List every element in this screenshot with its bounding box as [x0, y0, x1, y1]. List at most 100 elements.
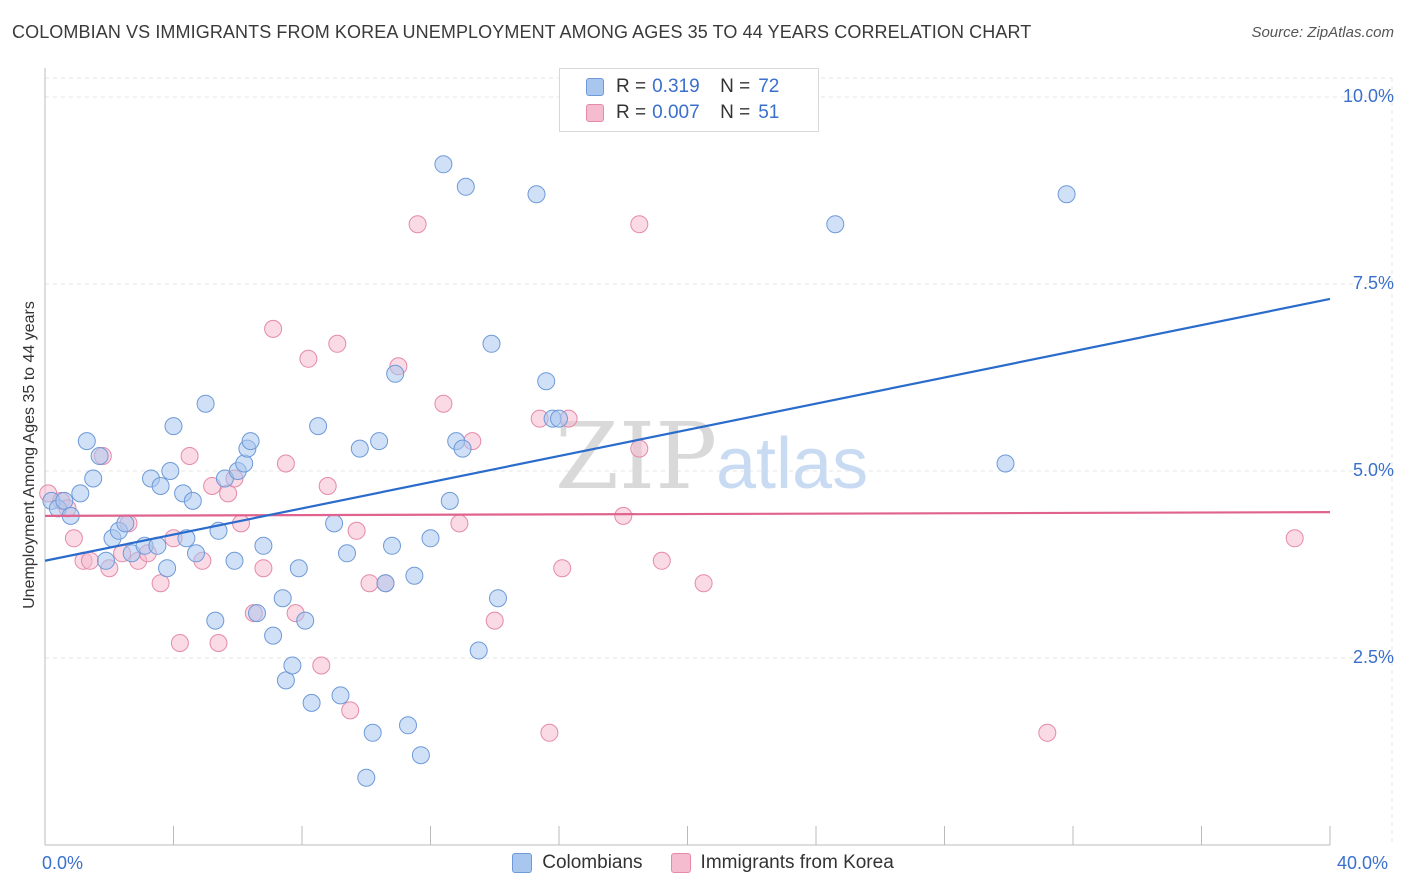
korea-point [540, 723, 559, 742]
trend-lines [44, 297, 1331, 562]
colombian-point [164, 417, 183, 436]
legend-n-value: 51 [758, 102, 780, 123]
colombian-point [399, 716, 417, 735]
legend-label-colombians: Colombians [542, 852, 643, 873]
series-legend: Colombians Immigrants from Korea [0, 852, 1406, 874]
legend-swatch-blue [586, 78, 604, 96]
colombian-point [196, 394, 215, 413]
legend-r-label: R = [616, 76, 647, 97]
korea-point [276, 454, 295, 473]
legend-item-korea: Immigrants from Korea [670, 852, 894, 874]
legend-r-value: 0.007 [652, 102, 700, 123]
korea-point [312, 656, 331, 675]
colombian-point [386, 364, 405, 383]
korea-point [630, 215, 649, 234]
legend-swatch-blue [512, 853, 533, 873]
colombian-point [151, 477, 170, 495]
korea-point [180, 447, 199, 465]
colombian-point [97, 551, 115, 570]
legend-n-label: N = [720, 76, 751, 97]
colombian-point [357, 768, 376, 787]
korea-point [1285, 529, 1304, 548]
colombian-point [90, 447, 109, 465]
colombian-point [350, 439, 369, 458]
colombian-point [183, 491, 202, 510]
colombian-point [527, 185, 546, 204]
colombian-point [405, 566, 424, 585]
colombian-point [225, 551, 244, 570]
korea-point [318, 477, 337, 495]
x-tick-label-min: 0.0% [42, 853, 84, 873]
korea-point [614, 506, 633, 525]
korea-point [299, 349, 318, 368]
colombian-point [453, 439, 472, 458]
legend-row-korea: R = 0.007 N = 51 [586, 100, 779, 126]
colombian-point [537, 372, 556, 391]
legend-row-colombians: R = 0.319 N = 72 [586, 74, 779, 100]
colombian-trend-line [44, 297, 1331, 562]
korea-point [485, 611, 504, 630]
korea-point [209, 634, 228, 652]
korea-point [408, 215, 427, 234]
korea-point [328, 334, 347, 353]
chart-title: COLOMBIAN VS IMMIGRANTS FROM KOREA UNEMP… [12, 22, 1032, 42]
colombian-point [421, 529, 440, 548]
legend-label-korea: Immigrants from Korea [700, 852, 894, 873]
colombian-point [309, 417, 328, 436]
correlation-legend: R = 0.319 N = 72 R = 0.007 N = 51 [559, 68, 819, 132]
y-tick-label: 2.5% [1352, 647, 1394, 667]
legend-r-label: R = [616, 102, 647, 123]
colombian-point [273, 589, 292, 608]
legend-item-colombians: Colombians [512, 852, 643, 874]
legend-swatch-pink [586, 104, 604, 122]
korea-points [39, 215, 1304, 742]
colombian-point [383, 536, 401, 555]
watermark-atlas: atlas [716, 424, 868, 504]
y-axis-label: Unemployment Among Ages 35 to 44 years [21, 301, 38, 609]
source-label: Source: ZipAtlas.com [1251, 24, 1394, 41]
colombian-points [42, 155, 1076, 787]
colombian-point [161, 462, 180, 480]
colombian-point [489, 589, 507, 608]
colombian-point [283, 656, 302, 675]
colombian-point [550, 409, 568, 428]
colombian-point [84, 469, 103, 488]
colombian-point [376, 574, 395, 593]
colombian-point [331, 686, 350, 705]
colombian-point [77, 432, 96, 451]
colombian-point [71, 484, 90, 503]
colombian-point [55, 491, 74, 510]
korea-point [170, 634, 189, 652]
colombian-point [235, 454, 254, 473]
colombian-point [289, 559, 308, 578]
colombian-point [469, 641, 488, 660]
korea-point [264, 319, 283, 338]
korea-point [630, 439, 649, 458]
axes [44, 68, 1331, 846]
korea-point [652, 551, 671, 570]
colombian-point [411, 746, 430, 765]
korea-point [254, 559, 273, 578]
legend-n-label: N = [720, 102, 751, 123]
colombian-point [826, 215, 845, 234]
colombian-point [241, 432, 260, 451]
korea-point [341, 701, 360, 720]
korea-point [360, 574, 379, 593]
colombian-point [338, 544, 356, 563]
x-tick-label-max: 40.0% [1337, 853, 1389, 873]
korea-point [347, 521, 366, 540]
colombian-point [996, 454, 1015, 473]
korea-point [232, 514, 250, 533]
legend-n-value: 72 [758, 76, 780, 97]
colombian-point [254, 536, 273, 555]
colombian-point [482, 334, 501, 353]
legend-swatch-pink [670, 853, 691, 873]
korea-point [81, 551, 99, 570]
colombian-point [206, 611, 225, 630]
colombian-point [434, 155, 453, 174]
colombian-point [116, 514, 135, 533]
colombian-point [276, 671, 295, 690]
colombian-point [264, 626, 283, 645]
colombian-point [158, 559, 177, 578]
colombian-point [440, 491, 459, 510]
